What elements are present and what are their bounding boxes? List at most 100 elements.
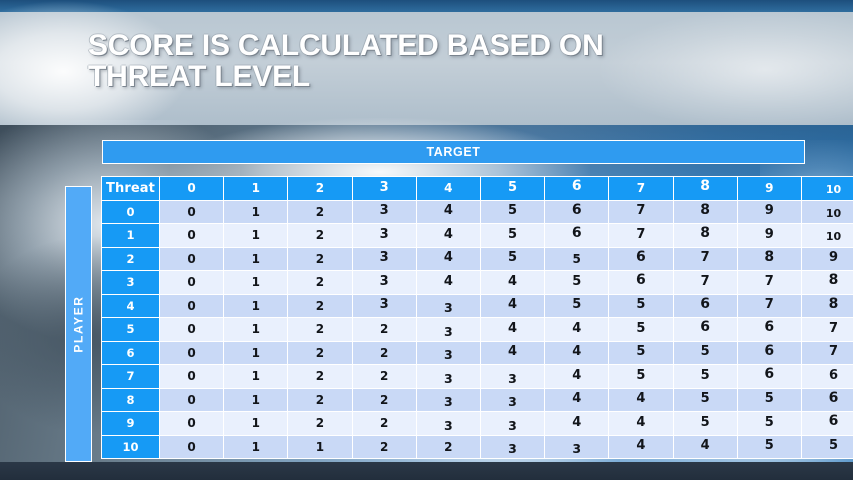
matrix-row-header-8: 8	[101, 387, 160, 412]
matrix-col-header-label: 5	[508, 179, 518, 195]
matrix-cell-4-1: 1	[223, 293, 289, 318]
matrix-cell-value: 2	[315, 322, 325, 337]
matrix-cell-2-5: 5	[479, 246, 546, 271]
matrix-cell-1-9: 9	[736, 223, 802, 248]
matrix-cell-value: 4	[443, 273, 453, 289]
matrix-cell-2-10: 9	[800, 246, 853, 271]
matrix-cell-9-10: 6	[800, 411, 853, 436]
matrix-cell-7-1: 1	[223, 364, 289, 389]
matrix-cell-value: 1	[251, 345, 260, 360]
matrix-cell-1-7: 7	[608, 223, 674, 248]
matrix-cell-value: 3	[508, 394, 517, 410]
matrix-cell-value: 1	[315, 439, 325, 454]
matrix-cell-0-0: 0	[158, 199, 225, 224]
matrix-row-header-4: 4	[101, 293, 160, 318]
background-sky-top-band	[0, 0, 853, 12]
matrix-cell-7-2: 2	[287, 364, 353, 389]
matrix-cell-value: 6	[571, 201, 582, 218]
matrix-col-header-label: 2	[315, 180, 325, 195]
matrix-cell-value: 7	[636, 203, 646, 219]
matrix-cell-value: 3	[443, 347, 453, 363]
matrix-cell-6-1: 1	[223, 340, 289, 365]
matrix-cell-value: 7	[764, 273, 774, 289]
matrix-cell-value: 0	[187, 345, 196, 360]
matrix-cell-6-7: 5	[608, 340, 674, 365]
matrix-cell-value: 1	[251, 416, 260, 431]
cloud-decoration-title-right	[600, 10, 853, 130]
matrix-cell-4-5: 4	[479, 293, 546, 318]
matrix-cell-3-6: 5	[544, 270, 610, 295]
matrix-cell-2-0: 0	[158, 246, 225, 271]
matrix-cell-0-6: 6	[544, 199, 610, 224]
matrix-row-header-0: 0	[101, 199, 160, 224]
matrix-header: Threat 0 1 2 3 4 5 6 7 8 9 10	[101, 176, 853, 201]
matrix-cell-10-3: 2	[351, 434, 417, 459]
matrix-cell-value: 3	[379, 273, 389, 289]
matrix-cell-10-6: 3	[544, 434, 610, 459]
matrix-row: 6 0 1 2 2 3 4 4 5 5 6 7	[101, 340, 853, 365]
matrix-cell-value: 5	[700, 344, 710, 360]
matrix-cell-5-3: 2	[351, 317, 417, 342]
matrix-cell-value: 8	[828, 295, 839, 312]
matrix-cell-value: 2	[315, 298, 325, 313]
matrix-cell-value: 1	[251, 392, 260, 407]
matrix-row-header-9: 9	[101, 411, 160, 436]
matrix-cell-1-8: 8	[672, 223, 738, 248]
matrix-cell-value: 6	[828, 413, 839, 430]
matrix-row-header-7: 7	[101, 364, 160, 389]
matrix-cell-value: 9	[764, 226, 774, 242]
matrix-cell-value: 4	[636, 438, 646, 454]
matrix-cell-2-7: 6	[608, 246, 674, 271]
matrix-cell-value: 4	[636, 414, 646, 430]
matrix-row-header-6: 6	[101, 340, 160, 365]
matrix-cell-3-5: 4	[479, 270, 546, 295]
matrix-cell-value: 6	[636, 248, 646, 265]
matrix-col-header-label: 3	[379, 179, 389, 195]
matrix-cell-1-4: 4	[415, 223, 481, 248]
matrix-cell-value: 6	[571, 225, 582, 242]
matrix-cell-value: 2	[379, 392, 389, 407]
matrix-col-header-label: 7	[636, 180, 646, 195]
matrix-cell-value: 2	[315, 275, 325, 290]
matrix-cell-6-3: 2	[351, 340, 417, 365]
matrix-cell-3-2: 2	[287, 270, 353, 295]
matrix-cell-value: 3	[572, 441, 582, 457]
matrix-col-header-5: 5	[479, 176, 546, 201]
matrix-cell-value: 0	[187, 416, 196, 431]
matrix-cell-value: 3	[379, 226, 389, 242]
matrix-cell-4-7: 5	[608, 293, 674, 318]
matrix-cell-0-1: 1	[223, 199, 289, 224]
matrix-cell-5-5: 4	[479, 317, 546, 342]
matrix-body: 0 0 1 2 3 4 5 6 7 8 9 10 1 0 1 2 3 4 5 6 7 8 9 10 2 0 1 2 3 4 5 5 6 7 8 9 3 0…	[101, 199, 853, 459]
matrix-cell-value: 8	[828, 272, 839, 289]
matrix-row-header-5: 5	[101, 317, 160, 342]
matrix-cell-3-7: 6	[608, 270, 674, 295]
matrix-cell-value: 6	[828, 367, 838, 383]
matrix-cell-value: 1	[251, 298, 260, 313]
matrix-cell-value: 0	[187, 369, 196, 384]
matrix-cell-value: 4	[443, 250, 453, 266]
matrix-cell-value: 1	[251, 439, 260, 454]
matrix-cell-value: 10	[825, 230, 842, 244]
matrix-cell-10-4: 2	[415, 434, 481, 459]
matrix-cell-3-4: 4	[415, 270, 481, 295]
matrix-cell-7-3: 2	[351, 364, 417, 389]
matrix-cell-value: 1	[251, 275, 260, 290]
matrix-cell-0-8: 8	[672, 199, 738, 224]
matrix-row-header-3: 3	[101, 270, 160, 295]
matrix-cell-value: 5	[636, 320, 646, 336]
matrix-cell-0-5: 5	[479, 199, 546, 224]
matrix-cell-value: 3	[443, 300, 453, 316]
matrix-cell-7-10: 6	[800, 364, 853, 389]
matrix-cell-value: 1	[251, 228, 260, 243]
matrix-col-header-label: 1	[251, 180, 260, 195]
matrix-cell-7-4: 3	[415, 364, 481, 389]
matrix-cell-8-10: 6	[800, 387, 853, 412]
matrix-cell-value: 0	[187, 251, 196, 266]
matrix-cell-value: 8	[700, 201, 710, 218]
matrix-cell-1-2: 2	[287, 223, 353, 248]
matrix-cell-9-7: 4	[608, 411, 674, 436]
matrix-cell-value: 0	[187, 322, 196, 337]
matrix-cell-value: 5	[700, 391, 710, 407]
slide-title: SCORE IS CALCULATED BASED ON THREAT LEVE…	[88, 29, 604, 93]
